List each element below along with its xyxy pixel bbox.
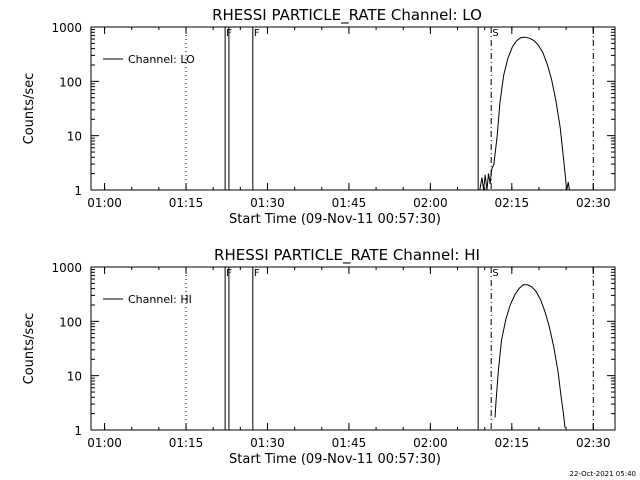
data-series-line [479,36,570,191]
legend-label: Channel: LO [128,53,195,66]
y-tick-label: 1 [74,184,82,198]
event-marker-label: S [492,28,498,39]
y-tick-label: 100 [59,315,82,329]
x-tick-label: 02:30 [576,436,611,450]
y-tick-label: 100 [59,75,82,89]
x-tick-label: 01:15 [169,196,204,210]
y-tick-label: 1000 [51,21,82,35]
chart-title: RHESSI PARTICLE_RATE Channel: LO [212,6,482,25]
data-series-line [494,284,566,428]
y-tick-label: 10 [67,130,82,144]
x-tick-label: 02:15 [495,196,530,210]
x-tick-label: 01:15 [169,436,204,450]
y-tick-label: 1 [74,424,82,438]
y-tick-label: 10 [67,370,82,384]
x-tick-label: 02:00 [413,196,448,210]
x-tick-label: 01:30 [250,436,285,450]
x-axis-label: Start Time (09-Nov-11 00:57:30) [229,452,441,467]
legend-label: Channel: HI [128,293,192,306]
event-marker-label: F [254,28,260,39]
x-tick-label: 01:00 [87,436,122,450]
x-tick-label: 01:00 [87,196,122,210]
x-tick-label: 01:45 [332,436,367,450]
y-tick-label: 1000 [51,261,82,275]
x-tick-label: 02:15 [495,436,530,450]
chart-panel-hi: RHESSI PARTICLE_RATE Channel: HI 01:00 01:… [22,246,616,467]
plot-frame [90,26,616,191]
y-axis-label: Counts/sec [22,313,37,385]
x-axis-label: Start Time (09-Nov-11 00:57:30) [229,212,441,227]
x-tick-label: 02:30 [576,196,611,210]
plot-frame [90,266,616,431]
event-marker-label: S [492,268,498,279]
timestamp-label: 22-Oct-2021 05:40 [569,470,636,478]
y-axis-label: Counts/sec [22,73,37,145]
x-tick-label: 02:00 [413,436,448,450]
event-marker-label: F [254,268,260,279]
x-tick-label: 01:45 [332,196,367,210]
chart-panel-lo: RHESSI PARTICLE_RATE Channel: LO 01:00 01:… [22,6,616,227]
x-tick-label: 01:30 [250,196,285,210]
chart-title: RHESSI PARTICLE_RATE Channel: HI [214,246,480,265]
